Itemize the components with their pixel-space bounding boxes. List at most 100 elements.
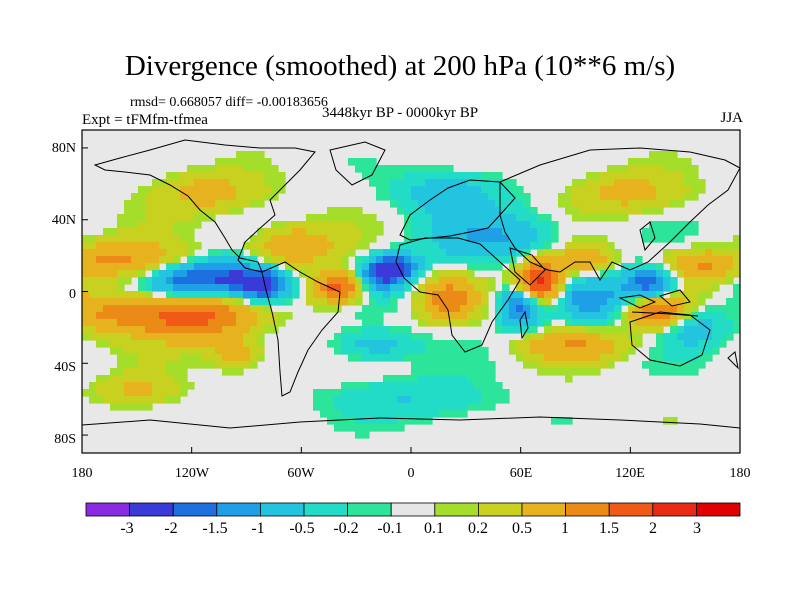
divergence-cell xyxy=(103,284,111,292)
divergence-cell xyxy=(439,277,447,285)
divergence-cell xyxy=(460,193,468,201)
divergence-cell xyxy=(446,228,454,236)
divergence-cell xyxy=(376,347,384,355)
divergence-cell xyxy=(502,270,510,278)
divergence-cell xyxy=(418,221,426,229)
divergence-cell xyxy=(187,186,195,194)
divergence-cell xyxy=(320,389,328,397)
divergence-cell xyxy=(362,270,370,278)
divergence-cell xyxy=(103,242,111,250)
divergence-cell xyxy=(110,403,118,411)
divergence-cell xyxy=(705,277,713,285)
divergence-cell xyxy=(390,305,398,313)
divergence-cell xyxy=(670,172,678,180)
divergence-cell xyxy=(642,298,650,306)
divergence-cell xyxy=(194,333,202,341)
divergence-cell xyxy=(425,354,433,362)
divergence-cell xyxy=(376,389,384,397)
colorbar-label: 1 xyxy=(561,520,569,537)
divergence-cell xyxy=(425,179,433,187)
divergence-cell xyxy=(103,228,111,236)
divergence-cell xyxy=(544,340,552,348)
divergence-cell xyxy=(628,298,636,306)
divergence-cell xyxy=(726,270,734,278)
divergence-cell xyxy=(544,284,552,292)
divergence-cell xyxy=(432,235,440,243)
divergence-cell xyxy=(320,221,328,229)
divergence-cell xyxy=(404,228,412,236)
divergence-cell xyxy=(236,249,244,257)
divergence-cell xyxy=(159,305,167,313)
divergence-cell xyxy=(229,361,237,369)
divergence-cell xyxy=(187,249,195,257)
divergence-cell xyxy=(677,249,685,257)
colorbar-swatch xyxy=(85,502,130,517)
divergence-cell xyxy=(495,186,503,194)
divergence-cell xyxy=(327,235,335,243)
divergence-cell xyxy=(313,396,321,404)
divergence-cell xyxy=(334,340,342,348)
divergence-cell xyxy=(82,333,90,341)
divergence-cell xyxy=(425,298,433,306)
divergence-cell xyxy=(166,305,174,313)
divergence-cell xyxy=(243,340,251,348)
divergence-cell xyxy=(677,298,685,306)
divergence-cell xyxy=(145,326,153,334)
divergence-cell xyxy=(110,312,118,320)
divergence-cell xyxy=(166,389,174,397)
divergence-cell xyxy=(572,235,580,243)
divergence-cell xyxy=(152,347,160,355)
divergence-cell xyxy=(292,249,300,257)
divergence-cell xyxy=(649,172,657,180)
divergence-cell xyxy=(509,340,517,348)
divergence-cell xyxy=(684,340,692,348)
divergence-cell xyxy=(705,347,713,355)
divergence-cell xyxy=(551,361,559,369)
divergence-cell xyxy=(579,179,587,187)
divergence-cell xyxy=(495,242,503,250)
divergence-cell xyxy=(544,361,552,369)
divergence-cell xyxy=(439,200,447,208)
divergence-cell xyxy=(152,340,160,348)
divergence-cell xyxy=(677,305,685,313)
divergence-cell xyxy=(187,354,195,362)
divergence-cell xyxy=(117,242,125,250)
divergence-cell xyxy=(166,207,174,215)
divergence-cell xyxy=(635,305,643,313)
divergence-cell xyxy=(670,354,678,362)
divergence-cell xyxy=(341,333,349,341)
divergence-cell xyxy=(446,312,454,320)
divergence-cell xyxy=(278,235,286,243)
divergence-cell xyxy=(523,207,531,215)
divergence-cell xyxy=(579,347,587,355)
divergence-cell xyxy=(481,235,489,243)
divergence-cell xyxy=(502,235,510,243)
divergence-cell xyxy=(481,389,489,397)
divergence-cell xyxy=(481,403,489,411)
divergence-cell xyxy=(131,298,139,306)
divergence-cell xyxy=(348,249,356,257)
divergence-cell xyxy=(236,284,244,292)
divergence-cell xyxy=(453,298,461,306)
divergence-cell xyxy=(530,347,538,355)
divergence-cell xyxy=(131,340,139,348)
divergence-cell xyxy=(649,186,657,194)
divergence-cell xyxy=(453,186,461,194)
divergence-cell xyxy=(229,179,237,187)
divergence-cell xyxy=(397,186,405,194)
divergence-cell xyxy=(180,361,188,369)
divergence-cell xyxy=(110,263,118,271)
divergence-cell xyxy=(558,298,566,306)
divergence-cell xyxy=(236,165,244,173)
divergence-cell xyxy=(481,172,489,180)
divergence-cell xyxy=(425,347,433,355)
divergence-cell xyxy=(397,249,405,257)
divergence-cell xyxy=(89,333,97,341)
divergence-cell xyxy=(362,340,370,348)
lon-label-180e: 180 xyxy=(729,466,751,481)
divergence-cell xyxy=(180,389,188,397)
divergence-cell xyxy=(628,186,636,194)
divergence-cell xyxy=(453,403,461,411)
divergence-cell xyxy=(677,361,685,369)
divergence-cell xyxy=(390,270,398,278)
